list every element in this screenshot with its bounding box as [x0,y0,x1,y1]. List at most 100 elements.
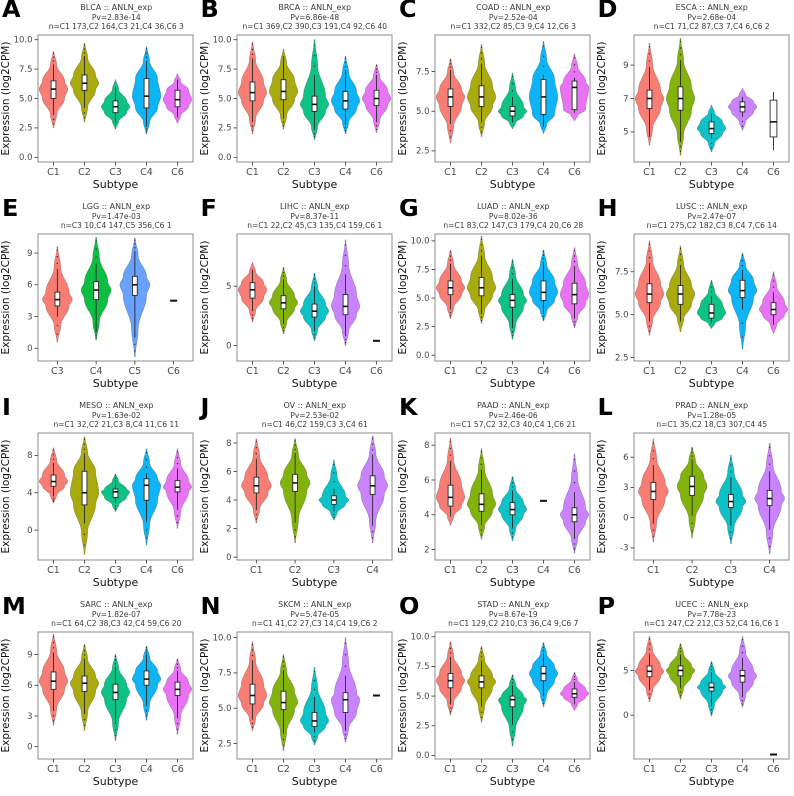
outlier-dot [449,642,452,645]
panel-counts: n=C1 83,C2 147,C3 179,C4 20,C6 28 [443,221,584,231]
outlier-dot [710,665,712,667]
x-tick-label: C6 [568,167,581,178]
x-tick-label: C5 [129,366,142,377]
outlier-dot [176,456,179,459]
outlier-dot [480,46,483,48]
outlier-dot [52,60,55,62]
x-tick-label: C3 [705,167,718,178]
outlier-dot [282,738,284,740]
panel-title: UCEC :: ANLN_exp [675,600,749,609]
panel-plot: 5 0 Expression (log2CPM) C1 C2 C3 C4 C6 Subtype [596,631,789,788]
box-C4 [143,478,150,501]
outlier-dot [83,44,86,46]
outlier-dot [375,68,377,70]
panel-K: K PAAD :: ANLN_exp Pv=2.46e-06 n=C1 57,C2 3… [397,398,596,597]
outlier-dot [511,261,514,263]
x-axis-label: Subtype [93,576,139,589]
x-axis-label: Subtype [93,377,139,390]
outlier-dot [282,271,284,274]
y-tick-label: 3 [27,312,32,322]
y-axis-label: Expression (log2CPM) [596,240,608,354]
x-tick-label: C4 [339,167,352,178]
y-tick-label: 0.0 [416,751,430,761]
outlier-dot [176,521,179,524]
outlier-dot [449,66,452,68]
panel-counts: n=C1 275,C2 182,C3 8,C4 7,C6 14 [646,221,777,231]
x-tick-label: C4 [140,764,153,775]
outlier-dot [145,466,148,468]
x-tick-label: C2 [475,565,488,576]
outlier-dot [371,448,373,451]
outlier-dot [741,322,743,324]
outlier-dot [114,507,117,510]
panel-letter: O [399,597,420,620]
x-tick-label: C2 [475,167,488,178]
outlier-dot [251,48,253,50]
outlier-dot [480,238,483,240]
y-tick-label: 0 [623,513,628,523]
outlier-dot [449,129,452,132]
outlier-dot [480,52,483,54]
y-axis-label: Expression (log2CPM) [596,638,608,752]
box-C1 [646,89,652,109]
panel-plot: 9 7 5 Expression (log2CPM) C1 C2 C3 C4 C6 Subtype [596,34,789,191]
x-tick-label: C6 [370,366,383,377]
y-axis-label: Expression (log2CPM) [199,240,211,354]
outlier-dot [95,248,97,250]
y-tick-label: 7.5 [416,265,430,275]
x-axis-label: Subtype [688,377,734,390]
outlier-dot [176,666,179,669]
y-tick-label: 0 [623,711,628,721]
panel-letter: J [200,398,210,421]
outlier-dot [772,286,774,288]
outlier-dot [375,71,377,73]
outlier-dot [52,635,55,638]
y-tick-label: 5.0 [416,294,430,304]
panel-letter: K [399,398,418,421]
panel-plot: 7.5 5.0 2.5 Expression (log2CPM) C1 C2 C3 C4 C6 S… [596,233,789,390]
panel-letter: C [399,0,417,23]
outlier-dot [313,670,315,673]
outlier-dot [648,249,650,252]
outlier-dot [83,544,86,546]
outlier-dot [679,647,681,649]
y-tick-label: 4 [424,510,429,520]
outlier-dot [449,59,452,61]
outlier-dot [344,244,346,246]
outlier-dot [768,537,770,539]
panel-letter: G [399,199,419,222]
y-axis-label: Expression (log2CPM) [199,41,211,155]
box-C3 [112,488,119,498]
outlier-dot [251,643,253,646]
outlier-dot [251,726,253,728]
box-C2 [81,470,88,506]
outlier-dot [52,500,55,502]
x-tick-label: C2 [78,167,91,178]
outlier-dot [344,126,346,129]
y-tick-label: 5 [226,282,231,292]
box-C4 [540,280,547,301]
outlier-dot [679,691,681,693]
y-tick-label: 10.0 [212,633,231,643]
y-axis-label: Expression (log2CPM) [0,638,12,752]
outlier-dot [511,266,514,269]
panel-counts: n=C1 129,C2 210,C3 36,C4 9,C6 7 [448,619,579,629]
outlier-dot [480,244,483,246]
outlier-dot [511,82,514,85]
y-tick-label: 6 [623,453,628,463]
x-tick-label: C4 [736,167,749,178]
panel-E: E LGG :: ANLN_exp Pv=1.47e-03 n=C3 10,C4 14… [0,199,199,398]
panel-title: LUSC :: ANLN_exp [675,202,748,211]
panel-title: COAD :: ANLN_exp [476,3,551,12]
outlier-dot [480,450,483,453]
outlier-dot [573,324,576,326]
outlier-dot [690,522,693,524]
outlier-dot [52,714,55,717]
outlier-dot [282,326,284,328]
outlier-dot [52,123,55,125]
x-tick-label: C4 [90,366,103,377]
x-tick-label: C1 [246,366,259,377]
panel-counts: n=C3 10,C4 147,C5 356,C6 1 [60,221,172,231]
panel-title: BLCA :: ANLN_exp [80,3,153,12]
outlier-dot [293,448,296,450]
